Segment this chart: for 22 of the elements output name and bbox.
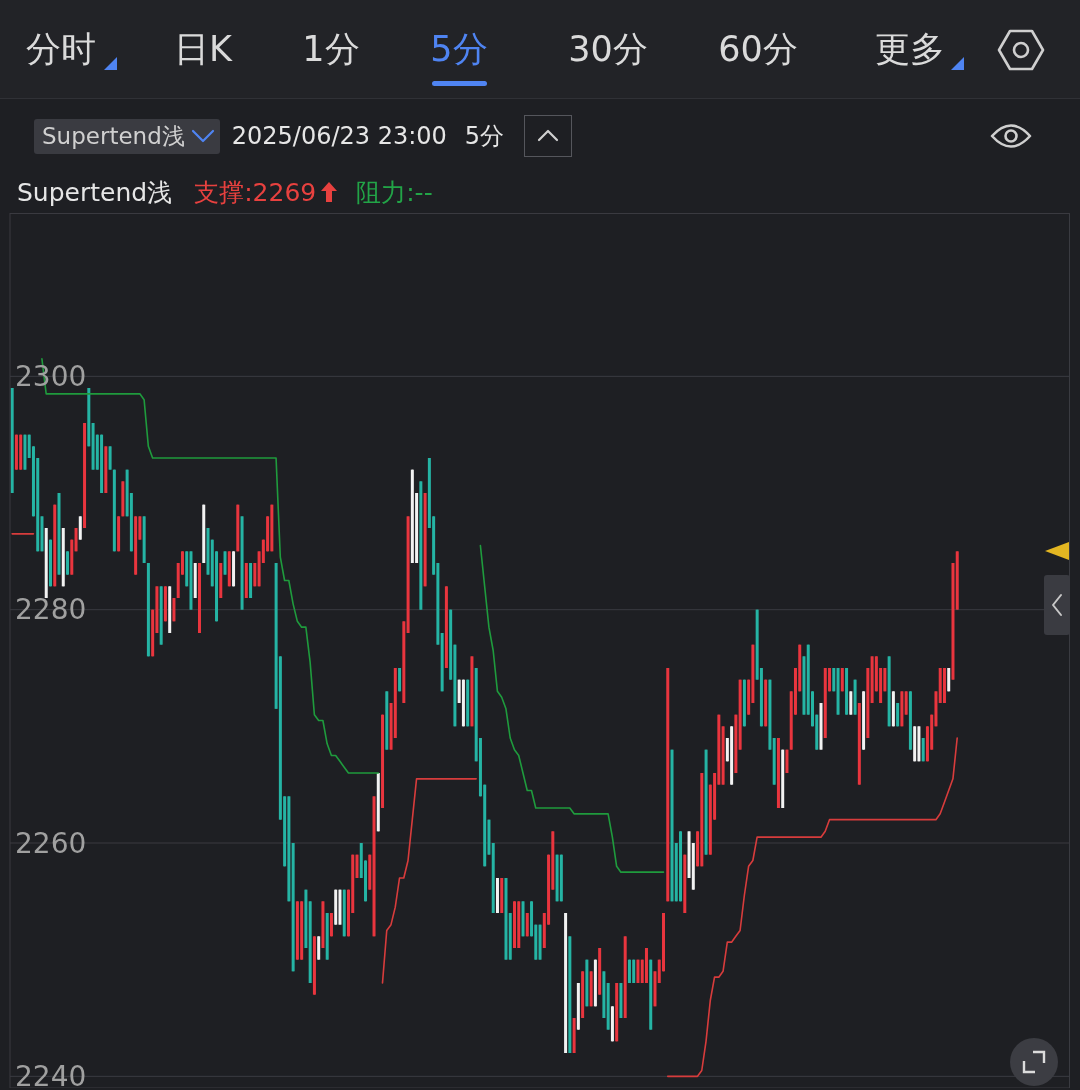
text: 2025/06/23 23:00 <box>231 122 447 150</box>
text: 支撑:2269 <box>194 176 317 209</box>
y-tick-label: 2240 <box>15 1060 87 1090</box>
candlestick <box>849 690 853 716</box>
text: 阻力:-- <box>356 176 433 209</box>
candlestick <box>317 935 321 961</box>
text: 更多 <box>875 28 945 70</box>
candlestick <box>223 550 227 576</box>
text: 日K <box>174 28 232 70</box>
candlestick <box>108 445 112 471</box>
candlestick <box>78 515 82 541</box>
y-tick-label: 2280 <box>15 593 87 627</box>
candlestick <box>904 690 908 716</box>
text: 30分 <box>568 28 648 70</box>
text: 5分 <box>464 121 505 152</box>
dropdown-field: Supertend浅 <box>34 118 220 154</box>
text: 1分 <box>302 28 360 70</box>
text: Supertend浅 <box>17 176 173 209</box>
text: 5分 <box>430 28 488 70</box>
y-tick-label: 2260 <box>15 826 87 860</box>
text: 分时 <box>26 28 96 70</box>
text: 60分 <box>718 28 798 70</box>
